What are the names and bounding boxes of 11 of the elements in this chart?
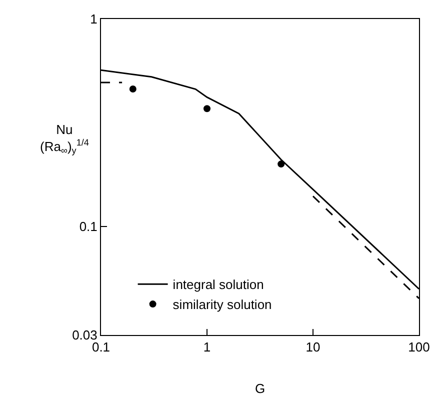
- point: [278, 160, 285, 168]
- x-tick-label: 100: [408, 340, 430, 355]
- legend-label: integral solution: [172, 277, 264, 292]
- point: [129, 85, 136, 92]
- x-axis-title: G: [254, 381, 266, 396]
- y-tick-label: 1: [90, 12, 98, 27]
- point: [204, 105, 210, 112]
- x-tick-label: 1: [203, 340, 211, 355]
- x-tick-label: 10: [306, 340, 320, 355]
- legend-label: similarity solution: [172, 297, 272, 312]
- y-tick-label: 0.1: [79, 219, 98, 234]
